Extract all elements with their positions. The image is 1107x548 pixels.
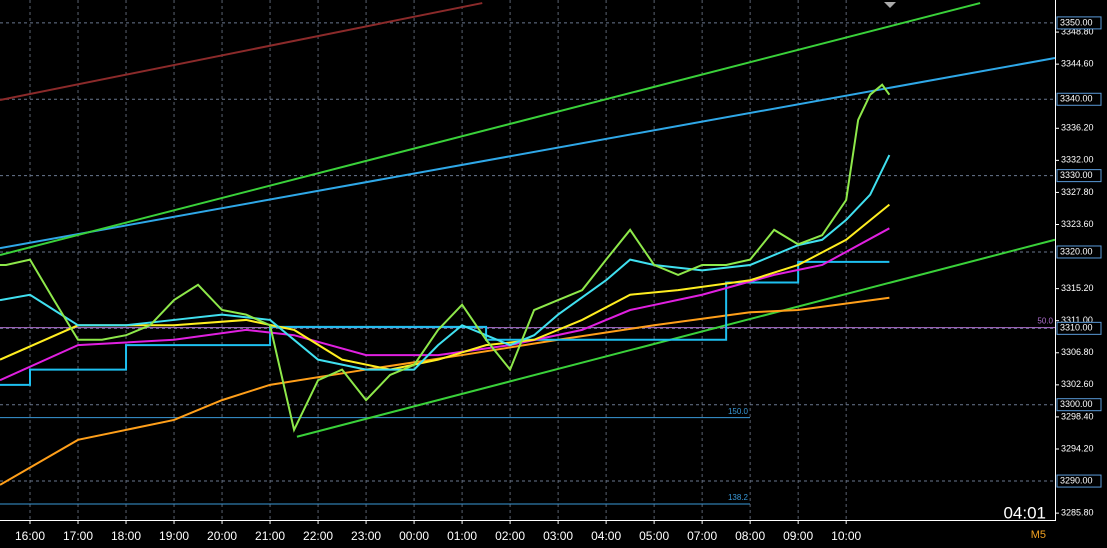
level-box bbox=[1056, 245, 1102, 259]
fib-label: 138.2 bbox=[728, 493, 749, 502]
y-tick-label: 3336.20 bbox=[1061, 123, 1094, 133]
level-box bbox=[1056, 16, 1102, 30]
x-tick-label: 03:00 bbox=[543, 529, 573, 543]
series-line bbox=[0, 296, 890, 486]
level-label: 3310.00 bbox=[1060, 323, 1093, 333]
x-tick-label: 08:00 bbox=[735, 529, 765, 543]
fib-label: 50.0 bbox=[1037, 317, 1053, 326]
x-tick-label: 19:00 bbox=[159, 529, 189, 543]
level-label: 3320.00 bbox=[1060, 246, 1093, 256]
y-tick-label: 3302.60 bbox=[1061, 379, 1094, 389]
fib-label: 150.0 bbox=[728, 407, 749, 416]
x-tick-label: 00:00 bbox=[399, 529, 429, 543]
level-box bbox=[1056, 92, 1102, 106]
y-tick-label: 3332.00 bbox=[1061, 155, 1094, 165]
y-tick-label: 3285.80 bbox=[1061, 508, 1094, 518]
level-label: 3300.00 bbox=[1060, 399, 1093, 409]
level-label: 3340.00 bbox=[1060, 94, 1093, 104]
timeframe: M5 bbox=[1031, 529, 1046, 541]
level-box bbox=[1056, 169, 1102, 183]
series-line bbox=[296, 238, 1056, 438]
series-line bbox=[0, 57, 1056, 250]
level-box bbox=[1056, 321, 1102, 335]
series-line bbox=[0, 227, 890, 382]
x-tick-label: 01:00 bbox=[447, 529, 477, 543]
y-tick-label: 3327.80 bbox=[1061, 187, 1094, 197]
series-line bbox=[0, 260, 890, 386]
level-box bbox=[1056, 398, 1102, 412]
level-box bbox=[1056, 474, 1102, 488]
shift-marker bbox=[884, 2, 896, 8]
y-tick-label: 3298.40 bbox=[1061, 411, 1094, 421]
bar-timer: 04:01 bbox=[1003, 503, 1046, 522]
level-label: 3330.00 bbox=[1060, 170, 1093, 180]
x-tick-label: 23:00 bbox=[351, 529, 381, 543]
x-tick-label: 18:00 bbox=[111, 529, 141, 543]
x-tick-label: 05:00 bbox=[639, 529, 669, 543]
y-tick-label: 3323.60 bbox=[1061, 219, 1094, 229]
series-line bbox=[0, 154, 891, 371]
x-tick-label: 20:00 bbox=[207, 529, 237, 543]
series-line bbox=[0, 2, 483, 102]
y-tick-label: 3311.00 bbox=[1061, 315, 1093, 325]
x-tick-label: 16:00 bbox=[15, 529, 45, 543]
y-tick-label: 3344.60 bbox=[1061, 59, 1094, 69]
x-tick-label: 10:00 bbox=[831, 529, 861, 543]
y-tick-label: 3306.80 bbox=[1061, 347, 1094, 357]
x-tick-label: 21:00 bbox=[255, 529, 285, 543]
series-line bbox=[0, 2, 981, 257]
x-tick-label: 04:00 bbox=[591, 529, 621, 543]
x-tick-label: 02:00 bbox=[495, 529, 525, 543]
y-tick-label: 3348.80 bbox=[1061, 26, 1094, 36]
series-line bbox=[0, 83, 891, 433]
x-tick-label: 17:00 bbox=[63, 529, 93, 543]
series-line bbox=[0, 203, 890, 371]
level-label: 3350.00 bbox=[1060, 17, 1093, 27]
level-label: 3290.00 bbox=[1060, 475, 1093, 485]
x-tick-label: 09:00 bbox=[783, 529, 813, 543]
y-tick-label: 3294.20 bbox=[1061, 443, 1094, 453]
x-tick-label: 22:00 bbox=[303, 529, 333, 543]
x-tick-label: 07:00 bbox=[687, 529, 717, 543]
y-tick-label: 3315.20 bbox=[1061, 283, 1094, 293]
